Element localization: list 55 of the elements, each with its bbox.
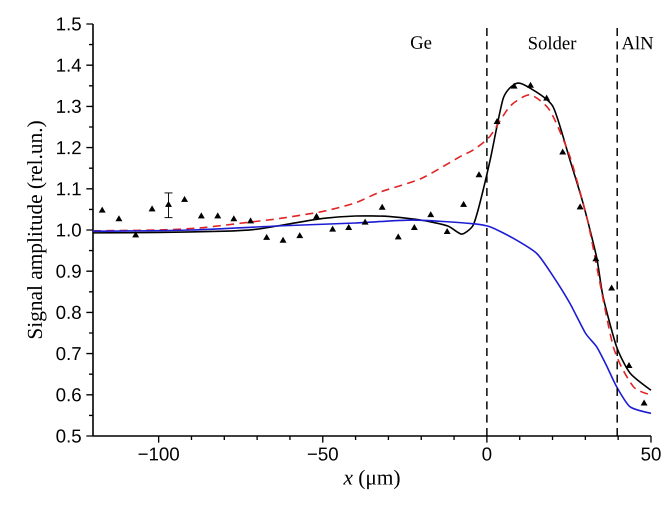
point: [444, 228, 450, 234]
x-tick-label: 0: [482, 447, 492, 461]
point: [378, 204, 386, 210]
y-tick-label: 1.0: [57, 223, 81, 237]
y-tick-label: 0.6: [56, 388, 81, 402]
y-tick-label: 0.7: [56, 346, 81, 360]
point: [543, 94, 550, 101]
x-tick-label: −50: [308, 447, 338, 461]
y-axis-title: Signal amplitude (rel.un.): [27, 121, 47, 338]
point: [640, 400, 648, 406]
x-tick-label: 50: [641, 447, 661, 461]
y-tick-label: 1.2: [57, 141, 81, 154]
point: [313, 213, 320, 219]
point: [116, 216, 122, 222]
y-tick-label: 1.3: [57, 100, 81, 114]
point: [296, 232, 304, 238]
point: [411, 224, 418, 230]
point: [427, 211, 434, 218]
point: [494, 118, 500, 124]
point: [592, 256, 600, 262]
line-series: [92, 219, 652, 414]
y-tick-label: 0.5: [56, 429, 81, 443]
y-tick-label: 0.8: [56, 306, 81, 320]
x-axis-title: x (μm): [343, 470, 400, 490]
point: [98, 206, 106, 213]
point: [460, 201, 467, 207]
point: [394, 234, 402, 240]
point: [165, 201, 172, 207]
annotation: Solder: [528, 36, 576, 50]
point: [510, 82, 518, 89]
point: [626, 362, 632, 368]
point: [181, 196, 188, 202]
annotation: AlN: [622, 36, 654, 50]
point: [362, 218, 368, 225]
point: [527, 82, 534, 88]
point: [476, 171, 482, 178]
x-tick-label: −100: [138, 447, 179, 461]
point: [608, 284, 615, 291]
point: [280, 236, 286, 243]
point: [148, 206, 156, 212]
point: [198, 212, 205, 218]
annotation: Ge: [410, 36, 432, 49]
point: [345, 224, 352, 230]
point: [576, 204, 584, 210]
y-tick-label: 1.5: [57, 17, 81, 31]
point: [247, 218, 254, 224]
point: [329, 226, 336, 232]
y-tick-label: 0.9: [56, 264, 81, 278]
point: [132, 232, 139, 238]
point: [559, 148, 566, 155]
y-tick-label: 1.1: [57, 182, 81, 196]
point: [263, 234, 270, 240]
point: [214, 212, 221, 218]
y-tick-label: 1.4: [57, 58, 82, 72]
point: [230, 216, 238, 222]
